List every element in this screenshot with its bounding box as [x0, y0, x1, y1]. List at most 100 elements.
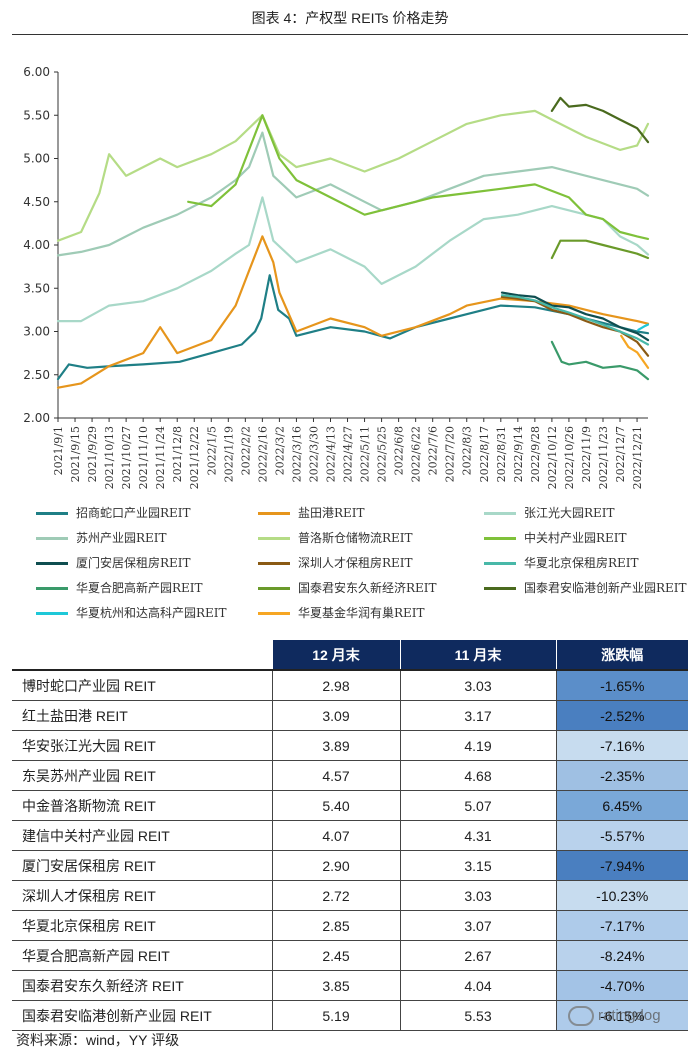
wechat-icon: [568, 1006, 594, 1026]
row-dec-value: 4.07: [271, 820, 400, 851]
x-tick-label: 2021/10/27: [120, 426, 133, 489]
x-tick-label: 2022/4/27: [342, 426, 355, 482]
table-header-row: 12 月末 11 月末 涨跌幅: [12, 640, 688, 671]
x-tick-label: 2022/2/2: [239, 426, 252, 475]
row-change-value: -7.94%: [555, 850, 688, 881]
x-tick-label: 2022/3/30: [307, 426, 320, 482]
x-tick-label: 2022/9/14: [512, 426, 525, 482]
row-nov-value: 3.17: [399, 700, 556, 731]
x-tick-label: 2022/6/8: [393, 426, 406, 475]
x-tick-label: 2021/11/10: [137, 426, 150, 489]
table-row: 国泰君安东久新经济 REIT 3.85 4.04 -4.70%: [12, 970, 688, 1001]
y-tick-label: 2.50: [23, 368, 50, 382]
row-nov-value: 2.67: [399, 940, 556, 971]
y-tick-label: 4.00: [23, 238, 50, 252]
legend-swatch: [258, 612, 290, 615]
legend-swatch: [258, 562, 290, 565]
series-line: [187, 114, 650, 240]
series-line: [56, 109, 650, 242]
title-rule: [12, 34, 688, 35]
x-tick-label: 2022/4/13: [324, 426, 337, 482]
table-row: 博时蛇口产业园 REIT 2.98 3.03 -1.65%: [12, 670, 688, 701]
table-row: 红土盐田港 REIT 3.09 3.17 -2.52%: [12, 700, 688, 731]
table-row: 东吴苏州产业园 REIT 4.57 4.68 -2.35%: [12, 760, 688, 791]
row-nov-value: 4.19: [399, 730, 556, 761]
figure-title: 图表 4：产权型 REITs 价格走势: [251, 10, 449, 26]
legend-label: 张江光大园REIT: [524, 506, 615, 520]
x-tick-label: 2021/10/13: [103, 426, 116, 489]
x-tick-label: 2022/8/3: [461, 426, 474, 475]
legend-swatch: [484, 587, 516, 590]
x-tick-label: 2021/9/29: [86, 426, 99, 482]
x-tick-label: 2022/6/22: [410, 426, 423, 482]
legend-label: 苏州产业园REIT: [76, 531, 167, 545]
row-dec-value: 2.85: [271, 910, 400, 941]
x-tick-label: 2022/7/20: [444, 426, 457, 482]
x-tick-label: 2022/10/26: [563, 426, 576, 489]
x-tick-label: 2021/12/8: [171, 426, 184, 482]
row-nov-value: 5.53: [399, 1000, 556, 1031]
row-name: 红土盐田港 REIT: [12, 700, 272, 731]
series-line: [56, 196, 650, 323]
legend-swatch: [484, 537, 516, 540]
table-row: 厦门安居保租房 REIT 2.90 3.15 -7.94%: [12, 850, 688, 881]
series-line: [56, 131, 650, 257]
y-tick-label: 5.50: [23, 108, 50, 122]
legend-label: 华夏北京保租房REIT: [524, 556, 639, 570]
series-line: [500, 294, 650, 346]
y-tick-label: 3.50: [23, 281, 50, 295]
legend-label: 华夏杭州和达高科产园REIT: [76, 606, 227, 620]
row-change-value: -10.23%: [555, 880, 688, 911]
y-tick-label: 2.00: [23, 411, 50, 425]
legend-item: 盐田港REIT: [258, 504, 365, 521]
price-change-table: 12 月末 11 月末 涨跌幅 博时蛇口产业园 REIT 2.98 3.03 -1.6…: [12, 640, 688, 1031]
table-row: 华夏北京保租房 REIT 2.85 3.07 -7.17%: [12, 910, 688, 941]
row-dec-value: 3.85: [271, 970, 400, 1001]
legend-item: 中关村产业园REIT: [484, 529, 627, 546]
legend-item: 普洛斯仓储物流REIT: [258, 529, 413, 546]
y-tick-label: 3.00: [23, 325, 50, 339]
x-tick-label: 2022/11/9: [580, 426, 593, 482]
price-line-chart: 2.00 2.50 3.00 3.50 4.00 4.50 5.00 5.50 6.00 2021…: [23, 65, 650, 489]
series-line: [550, 340, 650, 381]
row-name: 博时蛇口产业园 REIT: [12, 670, 272, 701]
row-nov-value: 4.04: [399, 970, 556, 1001]
legend-label: 普洛斯仓储物流REIT: [298, 531, 413, 545]
legend-item: 厦门安居保租房REIT: [36, 554, 191, 571]
legend-swatch: [258, 512, 290, 515]
row-nov-value: 4.68: [399, 760, 556, 791]
row-name: 东吴苏州产业园 REIT: [12, 760, 272, 791]
legend-item: 招商蛇口产业园REIT: [36, 504, 191, 521]
legend-swatch: [36, 512, 68, 515]
x-tick-label: 2022/5/25: [376, 426, 389, 482]
table-row: 中金普洛斯物流 REIT 5.40 5.07 6.45%: [12, 790, 688, 821]
row-dec-value: 3.89: [271, 730, 400, 761]
legend-label: 国泰君安东久新经济REIT: [298, 581, 437, 595]
row-change-value: -8.24%: [555, 940, 688, 971]
legend-item: 华夏北京保租房REIT: [484, 554, 639, 571]
row-nov-value: 3.07: [399, 910, 556, 941]
legend-label: 盐田港REIT: [298, 506, 365, 520]
x-tick-label: 2022/2/16: [256, 426, 269, 482]
series-line: [500, 295, 650, 357]
x-tick-label: 2022/12/7: [614, 426, 627, 482]
legend-label: 华夏合肥高新产园REIT: [76, 581, 203, 595]
row-dec-value: 3.09: [271, 700, 400, 731]
row-name: 深圳人才保租房 REIT: [12, 880, 272, 911]
x-tick-label: 2021/9/1: [52, 426, 65, 475]
x-tick-label: 2021/12/22: [188, 426, 201, 489]
y-tick-label: 5.00: [23, 152, 50, 166]
watermark-text: ratingdog: [598, 1006, 661, 1024]
legend-swatch: [36, 537, 68, 540]
row-change-value: -2.52%: [555, 700, 688, 731]
legend-item: 华夏杭州和达高科产园REIT: [36, 604, 227, 621]
row-name: 中金普洛斯物流 REIT: [12, 790, 272, 821]
row-name: 华夏北京保租房 REIT: [12, 910, 272, 941]
x-tick-label: 2022/7/6: [427, 426, 440, 475]
table-header-nov: 11 月末: [399, 640, 556, 671]
row-change-value: -7.17%: [555, 910, 688, 941]
series-line: [550, 239, 650, 260]
row-change-value: -7.16%: [555, 730, 688, 761]
row-nov-value: 3.03: [399, 880, 556, 911]
row-nov-value: 3.03: [399, 670, 556, 701]
